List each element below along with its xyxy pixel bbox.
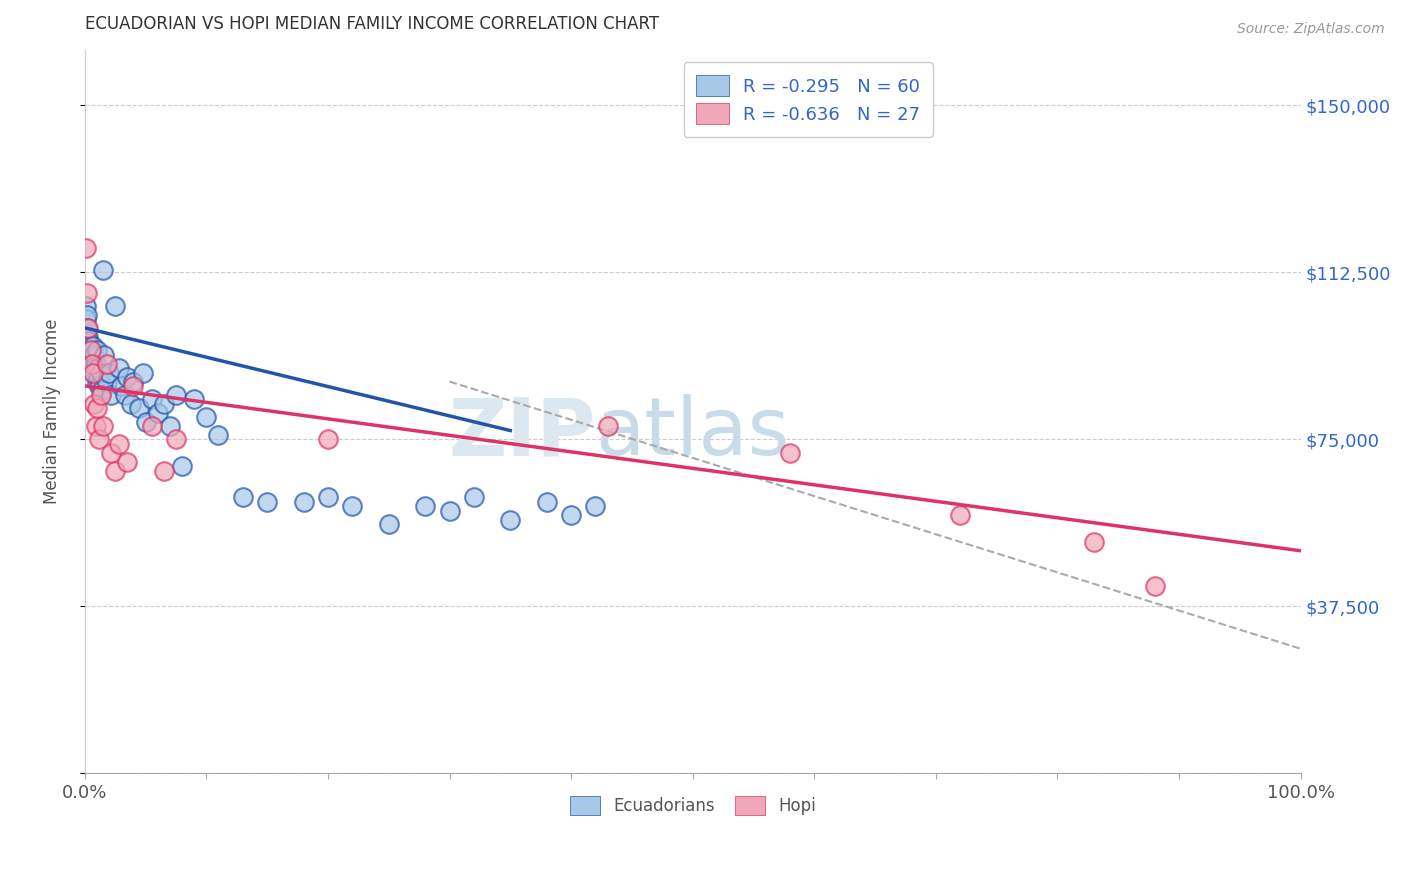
Point	[107, 437, 129, 451]
Point	[316, 433, 339, 447]
Text: Source: ZipAtlas.com: Source: ZipAtlas.com	[1237, 22, 1385, 37]
Point	[75, 241, 97, 255]
Point	[195, 410, 218, 425]
Point	[170, 459, 193, 474]
Point	[75, 299, 97, 313]
Point	[83, 366, 105, 380]
Point	[207, 428, 229, 442]
Point	[316, 491, 339, 505]
Point	[165, 433, 187, 447]
Point	[82, 339, 104, 353]
Point	[96, 357, 118, 371]
Point	[89, 433, 111, 447]
Point	[77, 334, 100, 349]
Point	[183, 392, 205, 407]
Point	[80, 352, 103, 367]
Point	[141, 392, 163, 407]
Point	[80, 357, 103, 371]
Point	[84, 357, 107, 371]
Point	[499, 513, 522, 527]
Point	[1083, 534, 1105, 549]
Text: ZIP: ZIP	[449, 394, 595, 473]
Point	[132, 366, 155, 380]
Point	[256, 495, 278, 509]
Point	[82, 361, 104, 376]
Point	[104, 299, 127, 313]
Point	[135, 415, 157, 429]
Point	[413, 500, 436, 514]
Point	[463, 491, 485, 505]
Point	[90, 388, 112, 402]
Text: atlas: atlas	[595, 394, 790, 473]
Point	[91, 263, 114, 277]
Point	[87, 361, 110, 376]
Point	[342, 500, 364, 514]
Point	[80, 343, 103, 358]
Point	[114, 388, 136, 402]
Point	[583, 500, 606, 514]
Point	[76, 321, 98, 335]
Point	[77, 321, 100, 335]
Point	[122, 375, 145, 389]
Point	[80, 348, 103, 362]
Point	[117, 455, 139, 469]
Point	[128, 401, 150, 416]
Point	[76, 308, 98, 322]
Point	[79, 339, 101, 353]
Point	[100, 446, 122, 460]
Y-axis label: Median Family Income: Median Family Income	[44, 318, 60, 504]
Point	[536, 495, 558, 509]
Point	[91, 419, 114, 434]
Point	[77, 330, 100, 344]
Point	[159, 419, 181, 434]
Point	[120, 397, 142, 411]
Point	[110, 379, 132, 393]
Point	[377, 517, 399, 532]
Point	[83, 348, 105, 362]
Point	[86, 343, 108, 358]
Point	[90, 366, 112, 380]
Point	[117, 370, 139, 384]
Point	[152, 464, 174, 478]
Point	[560, 508, 582, 523]
Point	[122, 379, 145, 393]
Point	[165, 388, 187, 402]
Point	[87, 370, 110, 384]
Point	[83, 397, 105, 411]
Text: ECUADORIAN VS HOPI MEDIAN FAMILY INCOME CORRELATION CHART: ECUADORIAN VS HOPI MEDIAN FAMILY INCOME …	[84, 15, 659, 33]
Point	[1143, 579, 1166, 593]
Point	[779, 446, 801, 460]
Point	[596, 419, 619, 434]
Point	[949, 508, 972, 523]
Point	[86, 401, 108, 416]
Point	[104, 464, 127, 478]
Point	[84, 419, 107, 434]
Point	[107, 361, 129, 376]
Point	[141, 419, 163, 434]
Point	[89, 379, 111, 393]
Point	[292, 495, 315, 509]
Point	[232, 491, 254, 505]
Point	[146, 406, 169, 420]
Point	[80, 357, 103, 371]
Point	[152, 397, 174, 411]
Point	[82, 366, 104, 380]
Point	[86, 375, 108, 389]
Point	[100, 388, 122, 402]
Point	[98, 366, 121, 380]
Point	[76, 285, 98, 300]
Point	[90, 384, 112, 398]
Point	[80, 343, 103, 358]
Point	[96, 375, 118, 389]
Legend: Ecuadorians, Hopi: Ecuadorians, Hopi	[558, 784, 827, 827]
Point	[93, 348, 115, 362]
Point	[439, 504, 461, 518]
Point	[75, 312, 97, 326]
